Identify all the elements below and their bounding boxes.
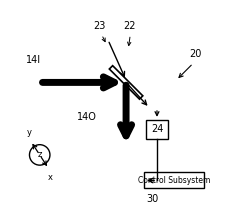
Text: 24: 24 xyxy=(151,124,163,134)
Text: y: y xyxy=(27,128,32,137)
Text: Control Subsystem: Control Subsystem xyxy=(138,176,210,185)
Bar xyxy=(144,173,204,189)
Text: z: z xyxy=(38,150,42,159)
Text: 22: 22 xyxy=(123,21,136,31)
Text: 23: 23 xyxy=(93,21,106,31)
Bar xyxy=(146,120,168,139)
Text: x: x xyxy=(48,173,52,182)
Text: 20: 20 xyxy=(189,49,202,59)
Text: 30: 30 xyxy=(146,194,159,204)
Text: 14O: 14O xyxy=(77,111,96,122)
Text: 14I: 14I xyxy=(26,55,41,65)
Polygon shape xyxy=(109,66,143,99)
